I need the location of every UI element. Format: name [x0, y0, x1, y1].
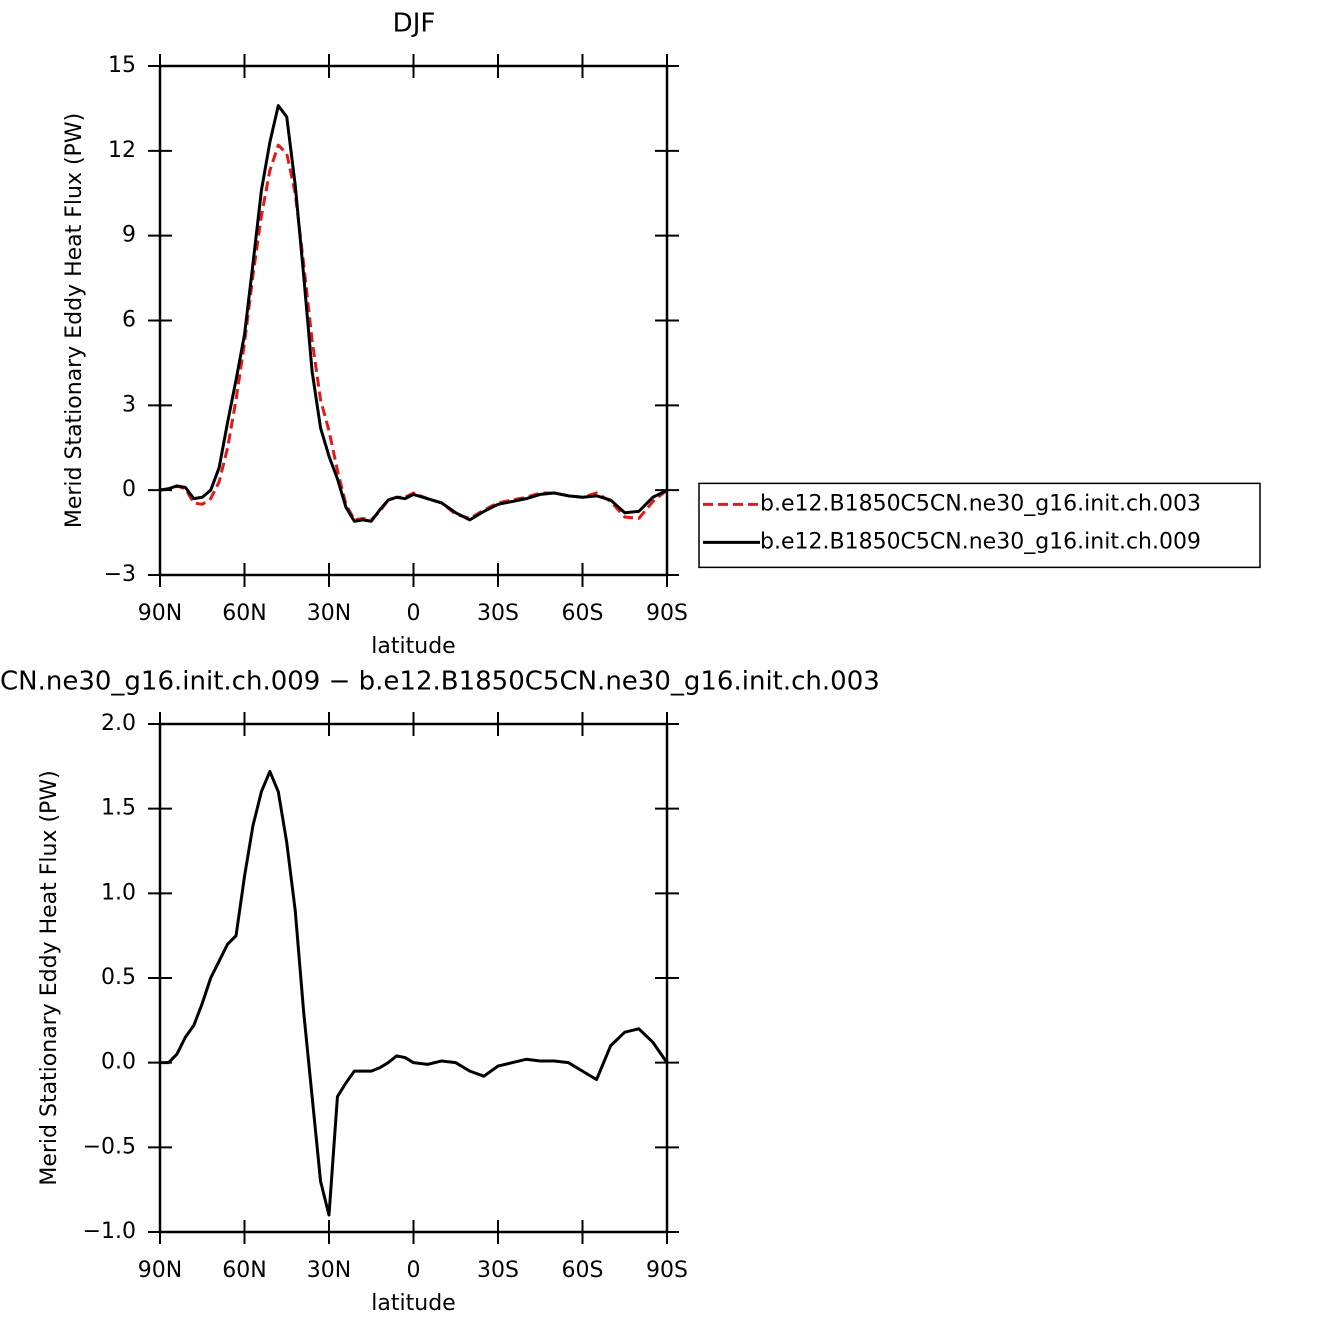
- x-tick-label: 90S: [646, 1258, 688, 1283]
- x-tick-label: 30N: [307, 601, 351, 626]
- y-tick-label: −1.0: [83, 1219, 136, 1244]
- x-tick-label: 30N: [307, 1258, 351, 1283]
- y-tick-label: 1.5: [101, 796, 136, 821]
- y-tick-label: 9: [122, 223, 136, 248]
- x-tick-label: 30S: [477, 601, 519, 626]
- x-tick-label: 60S: [562, 601, 604, 626]
- y-tick-label: 0.5: [101, 965, 136, 990]
- y-tick-label: 0.0: [101, 1050, 136, 1075]
- y-tick-label: 3: [122, 392, 136, 417]
- x-tick-label: 60N: [222, 601, 266, 626]
- x-tick-label: 60N: [222, 1258, 266, 1283]
- plot-frame: [158, 722, 669, 1234]
- y-axis-label: Merid Stationary Eddy Heat Flux (PW): [62, 113, 87, 528]
- y-tick-label: 1.0: [101, 880, 136, 905]
- y-tick-label: 6: [122, 308, 136, 333]
- x-tick-label: 90S: [646, 601, 688, 626]
- x-axis-label: latitude: [371, 1291, 455, 1316]
- legend-label: b.e12.B1850C5CN.ne30_g16.init.ch.009: [760, 529, 1201, 554]
- data-line: [160, 769, 669, 1217]
- x-tick-label: 90N: [138, 1258, 182, 1283]
- x-tick-label: 30S: [477, 1258, 519, 1283]
- chart-title: DJF: [393, 9, 436, 39]
- x-tick-label: 0: [407, 601, 421, 626]
- data-line: [159, 143, 668, 522]
- data-line: [159, 104, 668, 523]
- plot-frame: [158, 64, 669, 577]
- legend-box: [698, 482, 1261, 569]
- x-tick-label: 60S: [562, 1258, 604, 1283]
- chart-title: CN.ne30_g16.init.ch.009 − b.e12.B1850C5C…: [0, 667, 880, 697]
- x-axis-label: latitude: [371, 634, 455, 659]
- x-tick-label: 90N: [138, 601, 182, 626]
- y-axis-label: Merid Stationary Eddy Heat Flux (PW): [37, 770, 62, 1185]
- y-tick-label: 0: [122, 477, 136, 502]
- legend-label: b.e12.B1850C5CN.ne30_g16.init.ch.003: [760, 491, 1201, 516]
- y-tick-label: −3: [104, 562, 136, 587]
- y-tick-label: 2.0: [101, 711, 136, 736]
- x-tick-label: 0: [407, 1258, 421, 1283]
- y-tick-label: 15: [108, 53, 136, 78]
- y-tick-label: −0.5: [83, 1134, 136, 1159]
- y-tick-label: 12: [108, 138, 136, 163]
